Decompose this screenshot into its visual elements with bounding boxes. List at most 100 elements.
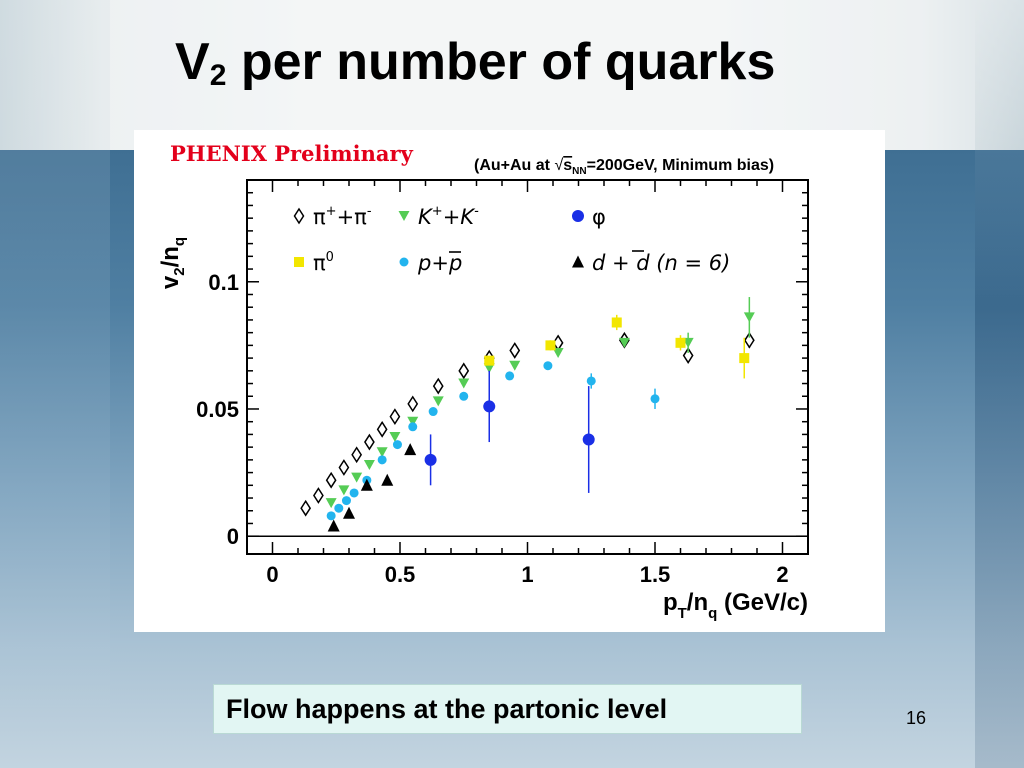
legend-text: p+ [417,251,449,275]
data-point [363,459,375,470]
legend-marker [293,207,305,225]
legend-marker [572,210,584,222]
legend: π++π- K++K-φπ0 p+p d + d (n = 6) [293,204,730,275]
x-tick-label: 2 [776,562,788,587]
data-point [432,396,444,407]
data-point [338,485,350,496]
series-4 [326,361,660,521]
data-point [552,348,564,359]
data-point [743,312,755,323]
legend-text: d + [592,251,636,275]
series-group [300,297,755,532]
plot-frame [246,179,809,555]
preliminary-label: PHENIX Preliminary [170,141,414,166]
data-point [389,431,401,442]
header-pre: (Au+Au at [474,157,554,174]
data-point [682,347,694,364]
preliminary-label-box [162,132,464,172]
legend-item-p: p+p [399,251,462,275]
data-point [334,503,344,513]
data-point [675,337,686,348]
series-1 [325,297,755,509]
data-point [739,353,750,364]
legend-label: π0 [313,250,334,275]
header-nn: NN [572,166,586,177]
data-point [650,394,660,404]
data-point [611,317,622,328]
legend-marker [398,211,410,221]
chart-svg: (Au+Au at √sNN=200GeV, Minimum bias) PHE… [157,132,809,622]
caption-box: Flow happens at the partonic level [213,684,802,734]
legend-label: d + d (n = 6) [592,251,730,275]
legend-item-phi: φ [572,205,606,229]
legend-marker [399,257,409,267]
series-3 [484,314,750,379]
data-point [343,506,355,519]
x-tick-label: 0.5 [385,562,416,587]
data-point [505,371,515,381]
data-point [543,361,553,371]
legend-sup: - [367,204,372,219]
x-tick-label: 1.5 [640,562,671,587]
data-point [338,459,350,476]
slide-title: V2 per number of quarks [175,32,775,100]
data-point [300,499,312,517]
page-number: 16 [906,708,927,728]
data-point [586,376,596,386]
title-subscript: 2 [209,59,227,92]
background-column-right [975,0,1024,768]
data-point [325,471,337,489]
data-point [618,337,630,348]
chart-panel: (Au+Au at √sNN=200GeV, Minimum bias) PHE… [134,130,885,632]
data-point [483,400,496,413]
legend-mid: +π [337,205,368,229]
title-rest: per number of quarks [226,33,776,91]
axes-group: 0 0.5 1 1.5 2 0 0.05 0.1 [196,180,808,587]
legend-item-k: K++K- [398,204,479,229]
legend-text: π [313,205,326,229]
x-tick-label: 0 [266,562,278,587]
legend-text: K [418,205,434,229]
series-5 [327,443,417,532]
data-point [351,472,363,483]
slide-background-top [0,0,1024,150]
data-point [364,433,375,451]
legend-marker [294,257,304,267]
legend-mid: p [448,251,462,275]
data-point [483,363,495,374]
data-point [458,378,470,389]
data-point [509,342,521,359]
data-point [341,496,351,506]
legend-sup: - [474,204,479,219]
legend-post: (n = 6) [650,251,731,275]
data-point [428,407,438,417]
data-point [407,395,419,413]
y-tick-label: 0.1 [208,270,239,295]
data-point [376,447,388,458]
legend-label: p+p [417,251,462,275]
data-point [376,420,388,438]
y-tick-label: 0 [227,524,239,549]
legend-text: π [313,251,326,275]
y-axis-label: v2/nq [157,237,188,289]
x-tick-label: 1 [521,562,533,587]
data-point [582,433,595,446]
data-point [351,446,363,464]
legend-item-pi: π++π- [293,204,372,229]
title-v: V [175,33,210,91]
data-point [484,355,495,366]
data-point [545,340,556,351]
data-point [360,478,373,491]
series-2 [424,370,595,493]
legend-marker [572,255,584,268]
legend-sup: 0 [326,250,334,265]
data-point [392,440,402,450]
data-point [404,443,417,456]
data-point [408,422,418,432]
data-point [509,360,521,371]
data-point [325,498,337,509]
legend-label: K++K- [418,204,479,229]
data-point [326,511,336,521]
data-point [432,377,444,395]
legend-sup: + [432,204,443,219]
